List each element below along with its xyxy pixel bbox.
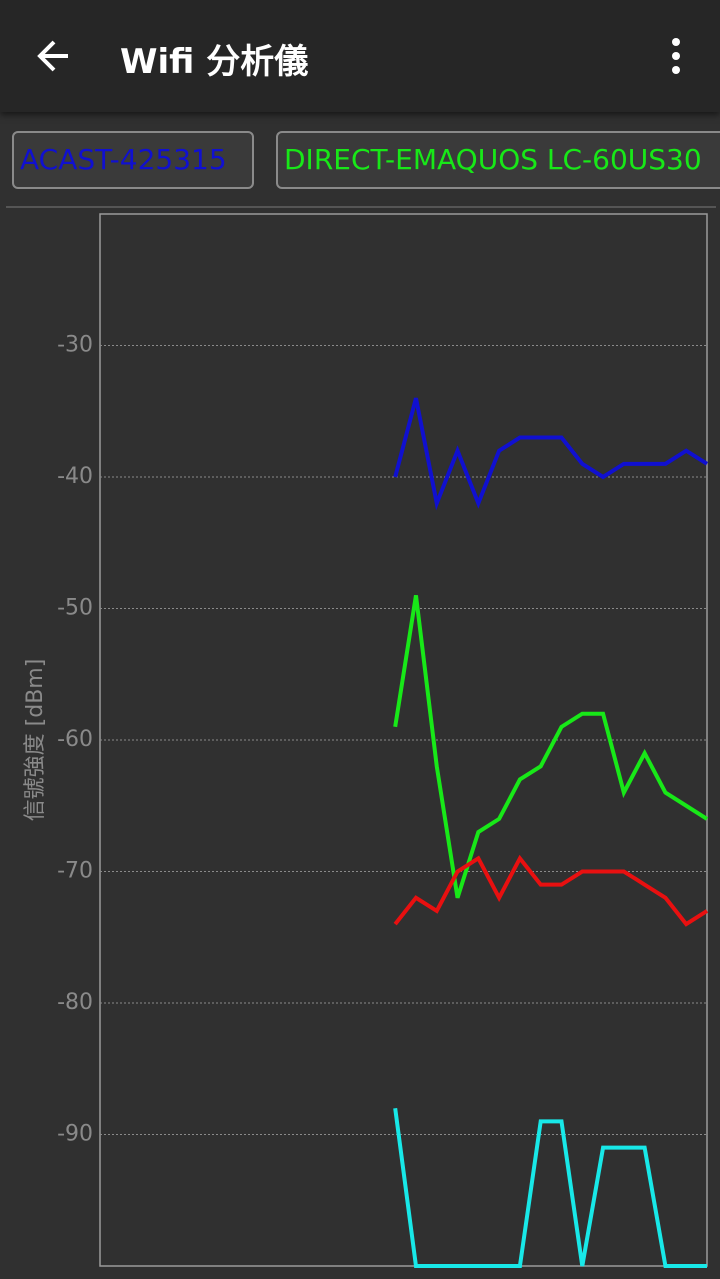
series-line — [393, 1107, 707, 1268]
legend-chip[interactable]: ACAST-425315 — [12, 131, 254, 189]
y-tick-label: -80 — [57, 990, 93, 1015]
menu-button[interactable] — [666, 36, 686, 76]
title: Wifi 分析儀 — [120, 42, 309, 82]
series-line — [393, 854, 709, 927]
y-tick-label: -30 — [57, 333, 93, 358]
y-tick-label: -60 — [57, 727, 93, 752]
plot-frame — [99, 213, 708, 1267]
y-tick-label: -90 — [57, 1122, 93, 1147]
legend-chip[interactable]: DIRECT-EMAQUOS LC-60US30 — [276, 131, 720, 189]
y-axis-label: 信號強度 [dBm] — [23, 659, 48, 822]
series-line — [393, 595, 709, 899]
separator — [6, 206, 716, 208]
back-button[interactable] — [26, 26, 86, 86]
y-tick-label: -50 — [57, 596, 93, 621]
series-line — [393, 397, 709, 511]
y-tick-label: -40 — [57, 464, 93, 489]
app-bar: Wifi 分析儀 — [0, 0, 720, 112]
y-tick-label: -70 — [57, 859, 93, 884]
